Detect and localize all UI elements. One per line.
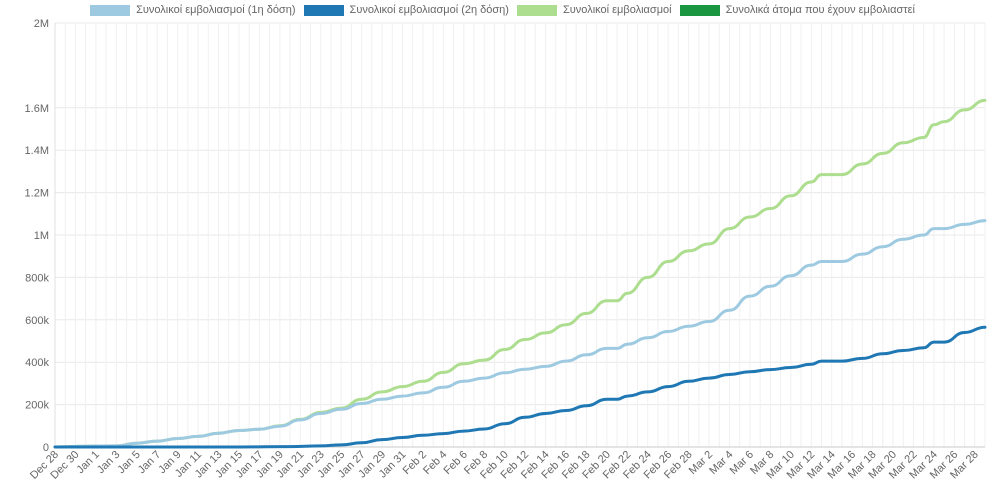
legend-item-total[interactable]: Συνολικοί εμβολιασμοί xyxy=(516,4,672,16)
legend-label-first-dose: Συνολικοί εμβολιασμοί (1η δόση) xyxy=(136,4,296,16)
y-tick-label: 1.4M xyxy=(25,145,49,157)
y-tick-label: 400k xyxy=(25,357,49,369)
series-line-1[interactable] xyxy=(53,325,987,449)
legend-item-first-dose[interactable]: Συνολικοί εμβολιασμοί (1η δόση) xyxy=(90,4,296,16)
chart-legend: Συνολικοί εμβολιασμοί (1η δόση) Συνολικο… xyxy=(0,4,1005,16)
legend-label-people: Συνολικά άτομα που έχουν εμβολιαστεί xyxy=(725,4,915,16)
series-layer xyxy=(53,98,987,449)
legend-item-second-dose[interactable]: Συνολικοί εμβολιασμοί (2η δόση) xyxy=(303,4,509,16)
legend-item-people[interactable]: Συνολικά άτομα που έχουν εμβολιαστεί xyxy=(679,4,915,16)
legend-swatch-total xyxy=(516,4,557,16)
y-tick-label: 1.6M xyxy=(25,103,49,115)
y-tick-label: 200k xyxy=(25,400,49,412)
y-tick-label: 1.2M xyxy=(25,188,49,200)
legend-swatch-second-dose xyxy=(303,4,344,16)
legend-swatch-first-dose xyxy=(90,4,131,16)
x-tick-label: Jan 1 xyxy=(74,449,102,477)
legend-label-second-dose: Συνολικοί εμβολιασμοί (2η δόση) xyxy=(349,4,509,16)
legend-swatch-people xyxy=(679,4,720,16)
y-tick-label: 800k xyxy=(25,272,49,284)
y-tick-label: 0 xyxy=(43,442,49,454)
legend-label-total: Συνολικοί εμβολιασμοί xyxy=(562,4,672,16)
series-line-2[interactable] xyxy=(53,98,987,449)
series-line-0[interactable] xyxy=(53,219,987,449)
grid-layer xyxy=(54,22,986,448)
y-tick-label: 1M xyxy=(34,230,49,242)
y-tick-label: 600k xyxy=(25,315,49,327)
y-tick-label: 2M xyxy=(34,18,49,30)
